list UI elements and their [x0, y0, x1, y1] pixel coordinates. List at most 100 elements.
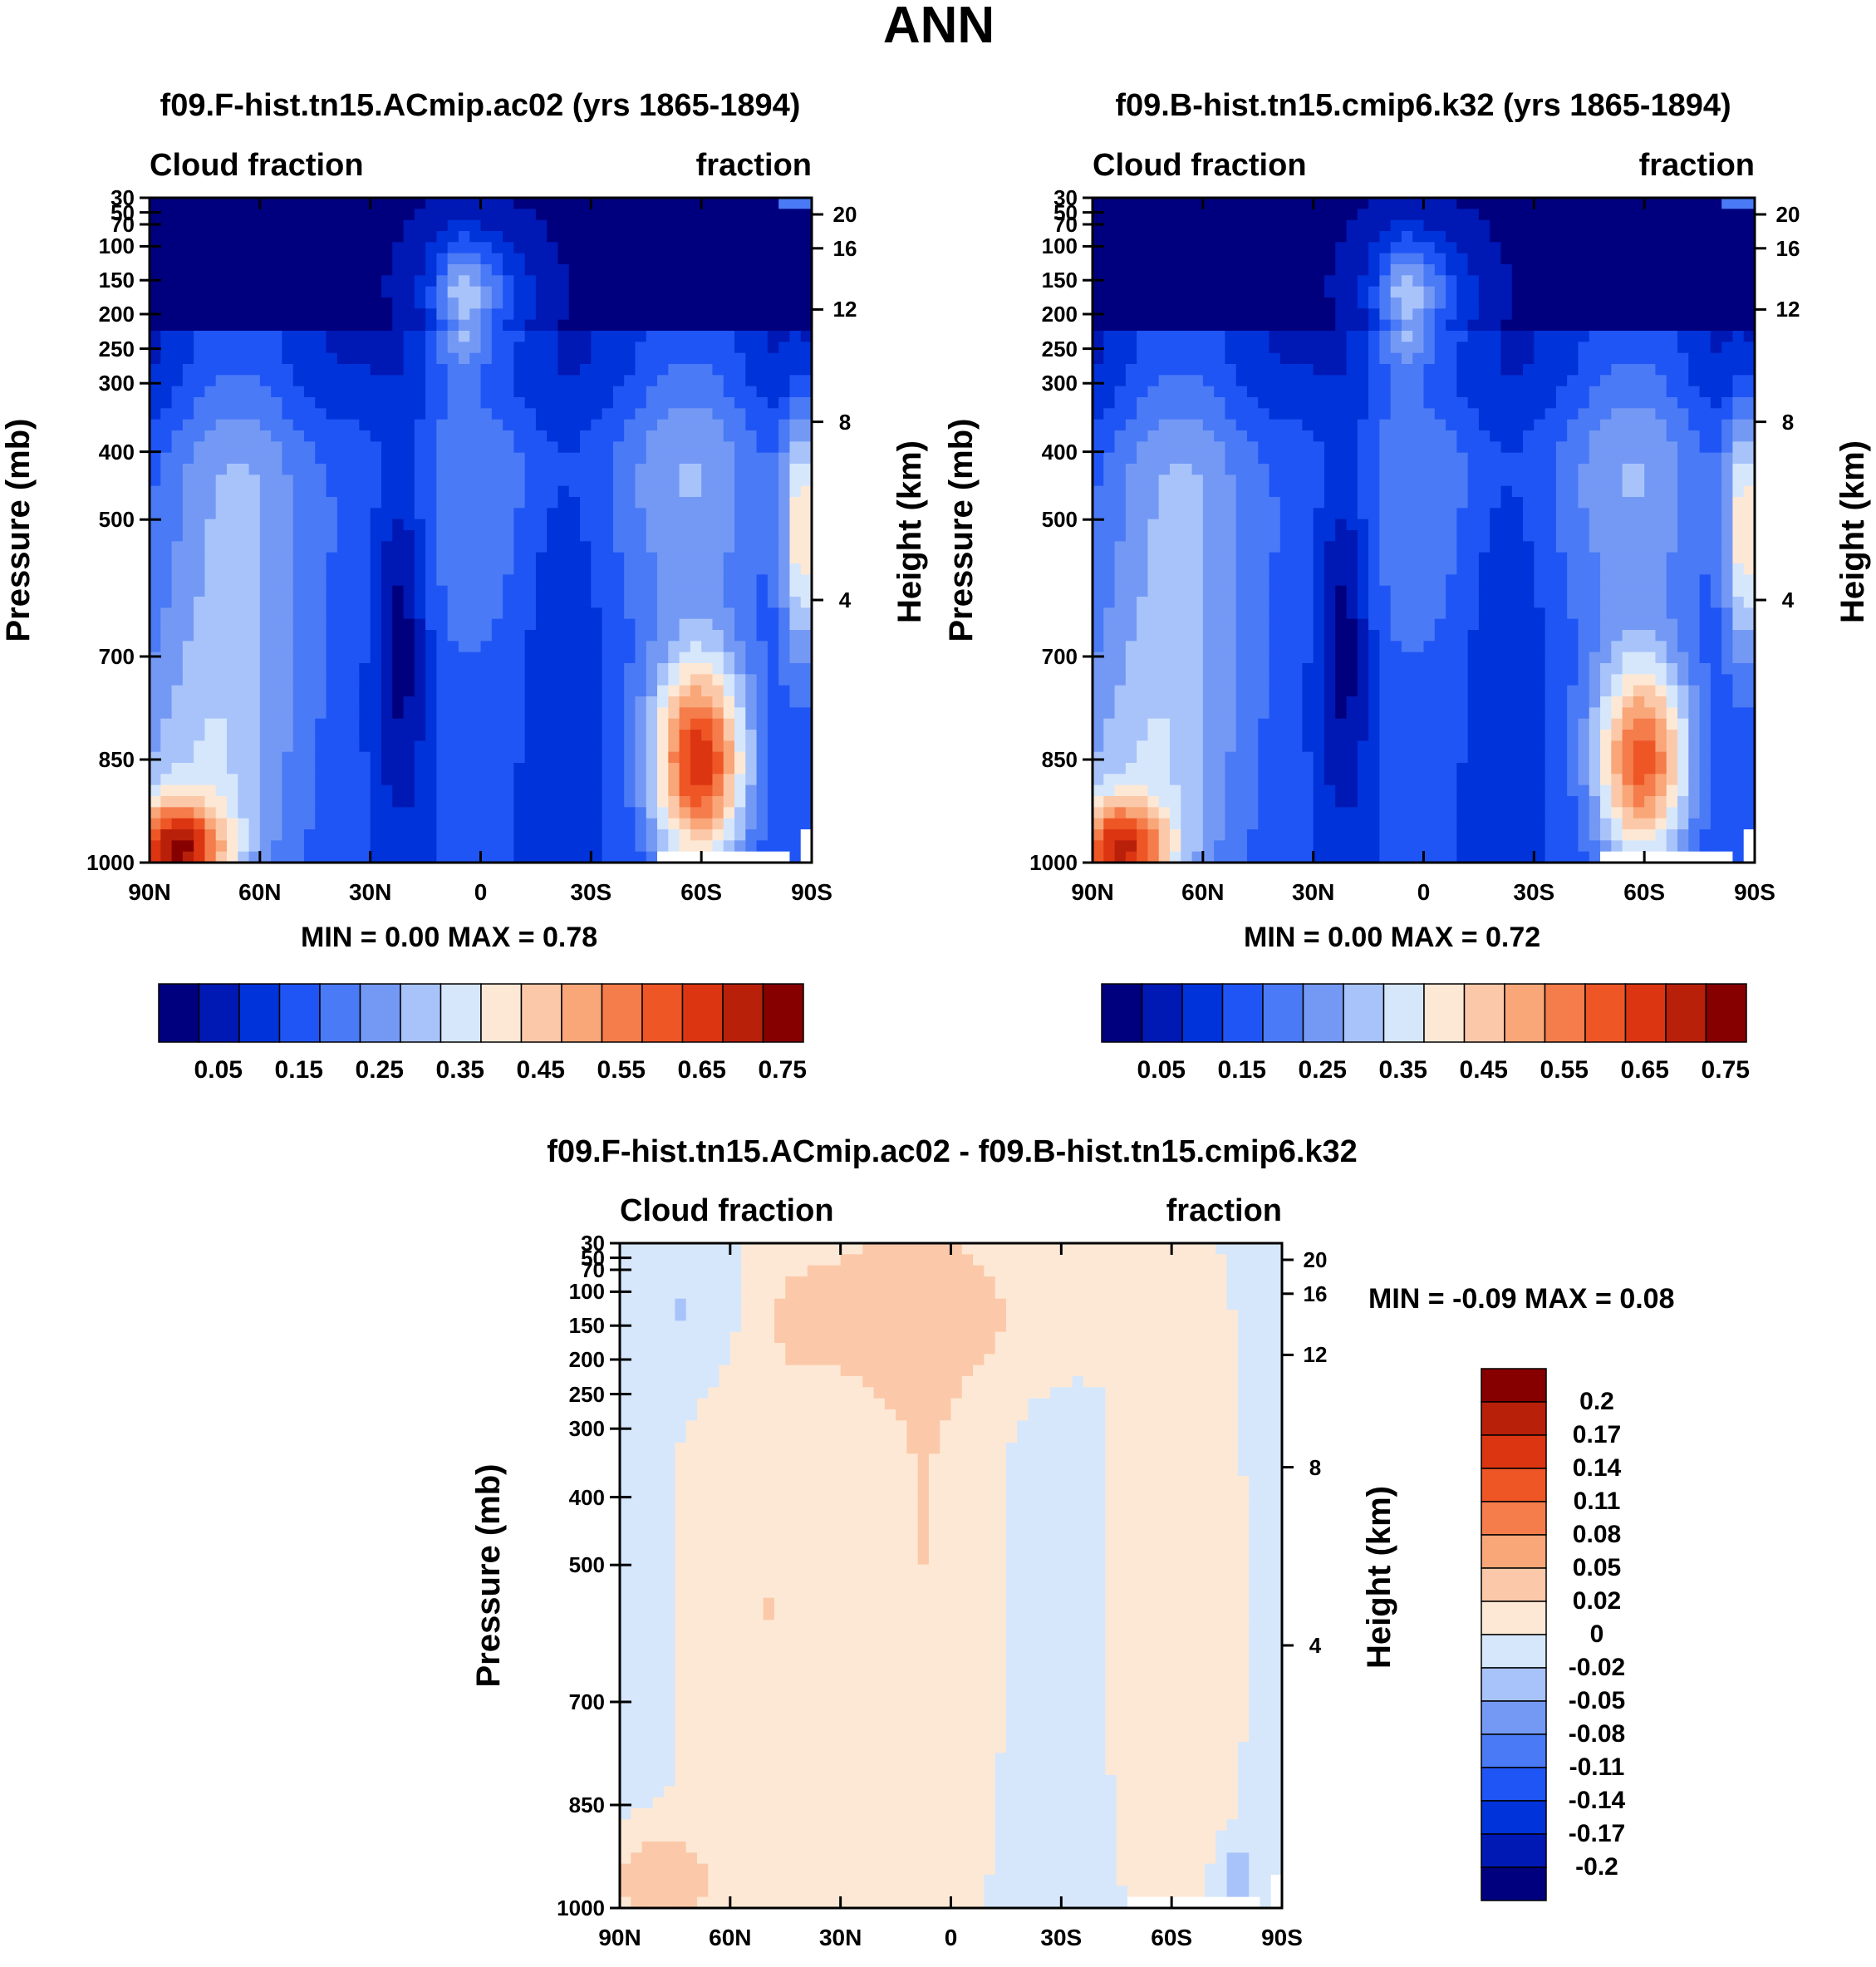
field-cell [1313, 286, 1325, 298]
field-cell [1500, 364, 1513, 376]
field-cell [238, 497, 250, 509]
field-cell [756, 198, 769, 209]
field-cell [1534, 342, 1546, 354]
field-cell [1202, 386, 1215, 398]
field-cell [1246, 319, 1259, 332]
field-cell [1269, 364, 1281, 376]
field-cell [414, 386, 426, 398]
field-cell [503, 364, 514, 376]
field-cell [1534, 331, 1546, 342]
field-cell [336, 419, 349, 431]
field-cell [303, 198, 316, 209]
field-cell [624, 508, 636, 520]
field-cell [1456, 319, 1469, 332]
field-cell [403, 530, 415, 542]
field-cell [624, 242, 636, 254]
field-cell [591, 796, 603, 808]
field-cell [1567, 408, 1579, 420]
field-cell [657, 286, 669, 298]
field-cell [171, 818, 184, 830]
field-cell [336, 563, 349, 575]
field-cell [1169, 253, 1181, 265]
field-cell [679, 342, 691, 354]
field-cell [1688, 275, 1701, 288]
field-cell [756, 364, 769, 376]
field-cell [480, 796, 493, 808]
field-cell [425, 663, 437, 675]
field-cell [425, 264, 437, 276]
field-cell [1302, 231, 1314, 243]
field-cell [226, 485, 238, 498]
field-cell [679, 242, 691, 254]
field-cell [712, 264, 724, 276]
field-cell [1103, 308, 1116, 321]
field-cell [557, 707, 570, 720]
field-cell [282, 386, 294, 398]
y2-tick-label: 16 [832, 235, 857, 261]
field-cell [194, 386, 206, 398]
field-cell [381, 851, 393, 863]
field-cell [800, 807, 813, 819]
field-cell [458, 275, 470, 288]
field-cell [458, 253, 470, 265]
field-cell [171, 796, 184, 808]
field-cell [1666, 331, 1678, 342]
field-cell [602, 851, 614, 863]
field-cell [259, 585, 272, 597]
field-cell [491, 298, 503, 309]
field-cell [503, 730, 514, 741]
field-cell [568, 485, 581, 498]
field-cell [336, 774, 349, 786]
field-cell [326, 519, 338, 531]
field-cell [646, 663, 658, 675]
field-cell [403, 740, 415, 753]
field-cell [336, 607, 349, 620]
field-cell [1346, 275, 1358, 288]
field-cell [1699, 198, 1711, 209]
field-cell [657, 497, 669, 509]
field-cell [150, 641, 161, 653]
field-cell [535, 641, 548, 653]
field-cell [458, 707, 470, 720]
field-cell [392, 275, 405, 288]
field-cell [800, 751, 813, 764]
field-cell [1600, 375, 1612, 387]
field-cell [1324, 298, 1336, 309]
field-cell [602, 286, 614, 298]
field-cell [447, 253, 459, 265]
field-cell [690, 751, 702, 764]
field-cell [745, 751, 758, 764]
field-cell [480, 774, 493, 786]
field-cell [1699, 298, 1711, 309]
field-cell [1191, 275, 1204, 288]
field-cell [1279, 242, 1292, 254]
field-cell [1633, 408, 1645, 420]
field-cell [789, 818, 802, 830]
field-cell [447, 386, 459, 398]
field-cell [723, 607, 735, 620]
field-cell [469, 718, 482, 730]
field-cell [348, 319, 360, 332]
field-cell [612, 630, 625, 642]
field-cell [226, 840, 238, 853]
field-cell [458, 751, 470, 764]
field-cell [1677, 375, 1689, 387]
field-cell [282, 597, 294, 608]
field-cell [1357, 198, 1369, 209]
field-cell [1688, 298, 1701, 309]
field-cell [1412, 298, 1425, 309]
field-cell [381, 352, 393, 365]
field-cell [1644, 386, 1657, 398]
field-cell [226, 618, 238, 631]
field-cell [679, 286, 691, 298]
field-cell [160, 452, 173, 465]
field-cell [734, 308, 746, 321]
field-cell [1600, 286, 1612, 298]
field-cell [1534, 352, 1546, 365]
field-cell [303, 397, 316, 409]
field-cell [701, 574, 714, 587]
field-cell [1346, 352, 1358, 365]
field-cell [767, 740, 779, 753]
field-cell [248, 286, 261, 298]
field-cell [194, 253, 206, 265]
